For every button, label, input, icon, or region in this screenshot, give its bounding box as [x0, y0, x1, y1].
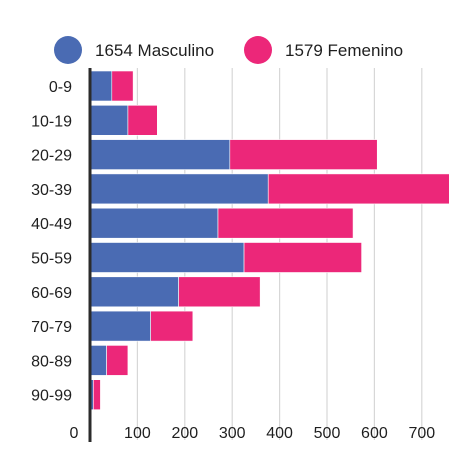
x-tick-500: 500 — [314, 425, 341, 442]
y-tick-0-9: 0-9 — [49, 79, 72, 96]
y-tick-40-49: 40-49 — [31, 216, 72, 233]
bar-masculino-60-69 — [89, 276, 179, 308]
x-tick-0: 0 — [70, 425, 79, 442]
legend-marker-0 — [54, 36, 82, 64]
bar-femenino-80-89 — [106, 345, 129, 376]
x-tick-300: 300 — [219, 425, 246, 442]
y-tick-60-69: 60-69 — [31, 285, 72, 302]
x-tick-100: 100 — [124, 425, 151, 442]
bar-masculino-20-29 — [89, 139, 231, 170]
y-tick-90-99: 90-99 — [31, 388, 72, 405]
legend-label-0: 1654 Masculino — [95, 41, 214, 60]
bar-masculino-40-49 — [89, 207, 219, 239]
legend-label-1: 1579 Femenino — [285, 41, 403, 60]
chart-bars — [89, 70, 450, 411]
bar-femenino-30-39 — [267, 173, 450, 205]
y-tick-80-89: 80-89 — [31, 353, 72, 370]
y-axis-ticks: 0-9 10-19 20-29 30-39 40-49 50-59 60-69 70-79 80… — [31, 79, 72, 405]
y-tick-30-39: 30-39 — [31, 182, 72, 199]
bar-femenino-10-19 — [127, 105, 158, 136]
bar-femenino-70-79 — [150, 310, 194, 342]
x-tick-600: 600 — [361, 425, 388, 442]
x-axis-ticks: 0 100 200 300 400 500 600 700 — [70, 425, 436, 442]
bar-masculino-10-19 — [89, 105, 129, 136]
bar-femenino-20-29 — [229, 139, 378, 170]
bar-masculino-70-79 — [89, 310, 151, 342]
x-tick-700: 700 — [408, 425, 435, 442]
bar-femenino-60-69 — [178, 276, 261, 308]
x-tick-200: 200 — [171, 425, 198, 442]
bar-masculino-50-59 — [89, 242, 245, 273]
x-tick-400: 400 — [266, 425, 293, 442]
bar-femenino-50-59 — [243, 242, 362, 273]
bar-femenino-0-9 — [111, 70, 134, 102]
bar-masculino-30-39 — [89, 173, 269, 205]
y-tick-50-59: 50-59 — [31, 251, 72, 268]
y-tick-10-19: 10-19 — [31, 113, 72, 130]
chart-legend: 1654 Masculino 1579 Femenino — [54, 36, 403, 64]
legend-marker-1 — [244, 36, 272, 64]
bar-masculino-0-9 — [89, 70, 113, 102]
bar-femenino-40-49 — [217, 207, 354, 239]
bar-masculino-80-89 — [89, 345, 107, 376]
y-tick-70-79: 70-79 — [31, 319, 72, 336]
bar-femenino-90-99 — [93, 379, 101, 411]
y-tick-20-29: 20-29 — [31, 148, 72, 165]
